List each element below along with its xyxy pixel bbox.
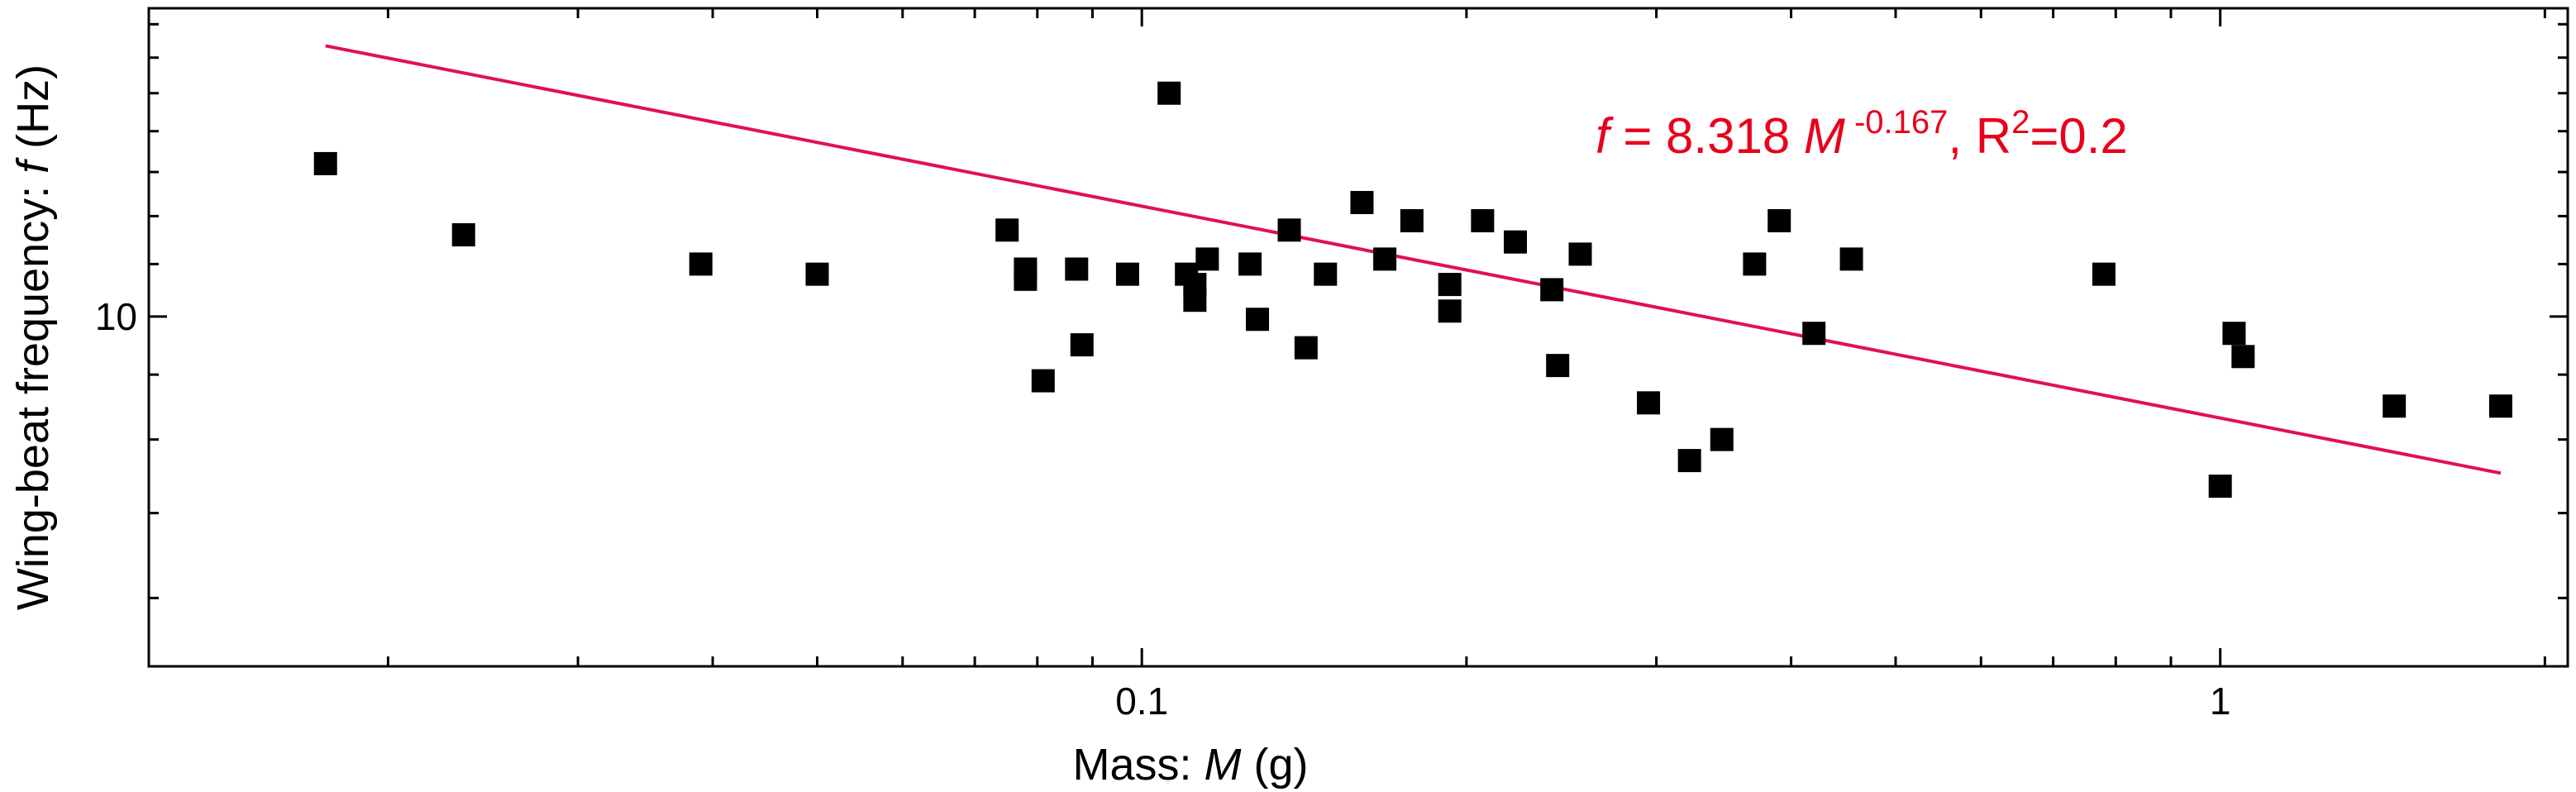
plot-frame [147, 7, 2569, 668]
data-point [1238, 252, 1262, 276]
data-point [1839, 247, 1863, 271]
data-point [313, 151, 337, 175]
data-point [2092, 262, 2116, 286]
data-point [995, 218, 1019, 242]
data-point [1294, 336, 1318, 360]
y-tick-label: 10 [95, 295, 137, 338]
data-point [2383, 394, 2407, 418]
data-point [1400, 209, 1424, 233]
x-tick-label: 0.1 [1115, 680, 1168, 723]
fit-line [325, 44, 2502, 475]
data-point [1195, 247, 1219, 271]
fit-equation-r2-prefix: , R [1948, 108, 2011, 164]
data-point [1115, 262, 1139, 286]
data-point [1031, 369, 1055, 393]
y-axis-title: Wing-beat frequency: f (Hz) [8, 64, 58, 610]
data-point [1546, 354, 1570, 378]
fit-equation-r2-sup: 2 [2011, 104, 2030, 141]
data-point [1438, 273, 1462, 297]
fit-equation-m: M [1804, 108, 1845, 164]
x-axis-title-suffix: (g) [1242, 740, 1309, 790]
x-axis-title-var: M [1205, 740, 1242, 790]
fit-equation-exponent: -0.167 [1845, 104, 1949, 141]
data-point [1157, 81, 1181, 105]
data-point [2488, 394, 2512, 418]
data-point [1183, 273, 1207, 297]
data-point [689, 252, 713, 276]
data-point [1246, 308, 1270, 332]
data-point [1438, 299, 1462, 323]
fit-layer [325, 44, 2502, 475]
data-point [805, 262, 829, 286]
points-layer [313, 81, 2512, 499]
data-point [2222, 322, 2246, 346]
y-axis-title-prefix: Wing-beat frequency: [8, 174, 58, 610]
data-point [1471, 209, 1495, 233]
data-point [1568, 242, 1592, 266]
x-axis-title: Mass: M (g) [1072, 740, 1308, 790]
data-point [1743, 252, 1767, 276]
data-point [1014, 267, 1038, 291]
y-axis-title-var: f [8, 157, 58, 174]
data-point [1637, 391, 1661, 415]
data-point [1677, 449, 1701, 473]
axis-ticks [149, 8, 2568, 666]
data-point [451, 223, 475, 247]
tick-labels: 0.1 1 10 [95, 295, 2231, 723]
fit-equation-coef: = 8.318 [1610, 108, 1804, 164]
data-point [1540, 278, 1564, 302]
fit-equation: f = 8.318 M -0.167, R2=0.2 [1596, 104, 2128, 164]
x-tick-label: 1 [2210, 680, 2231, 723]
data-point [1802, 322, 1826, 346]
x-axis-title-prefix: Mass: [1072, 740, 1204, 790]
data-point [2208, 475, 2232, 499]
y-axis-title-suffix: (Hz) [8, 64, 58, 161]
data-point [2231, 345, 2255, 369]
fit-equation-f: f [1596, 108, 1614, 164]
data-point [1350, 190, 1374, 214]
data-point [1710, 427, 1734, 451]
data-point [1504, 230, 1528, 254]
data-point [1065, 257, 1089, 281]
data-point [1314, 262, 1338, 286]
fit-equation-r2-value: =0.2 [2030, 108, 2127, 164]
data-point [1070, 333, 1094, 357]
data-point [1373, 247, 1397, 271]
data-point [1277, 218, 1301, 242]
data-point [1767, 209, 1791, 233]
